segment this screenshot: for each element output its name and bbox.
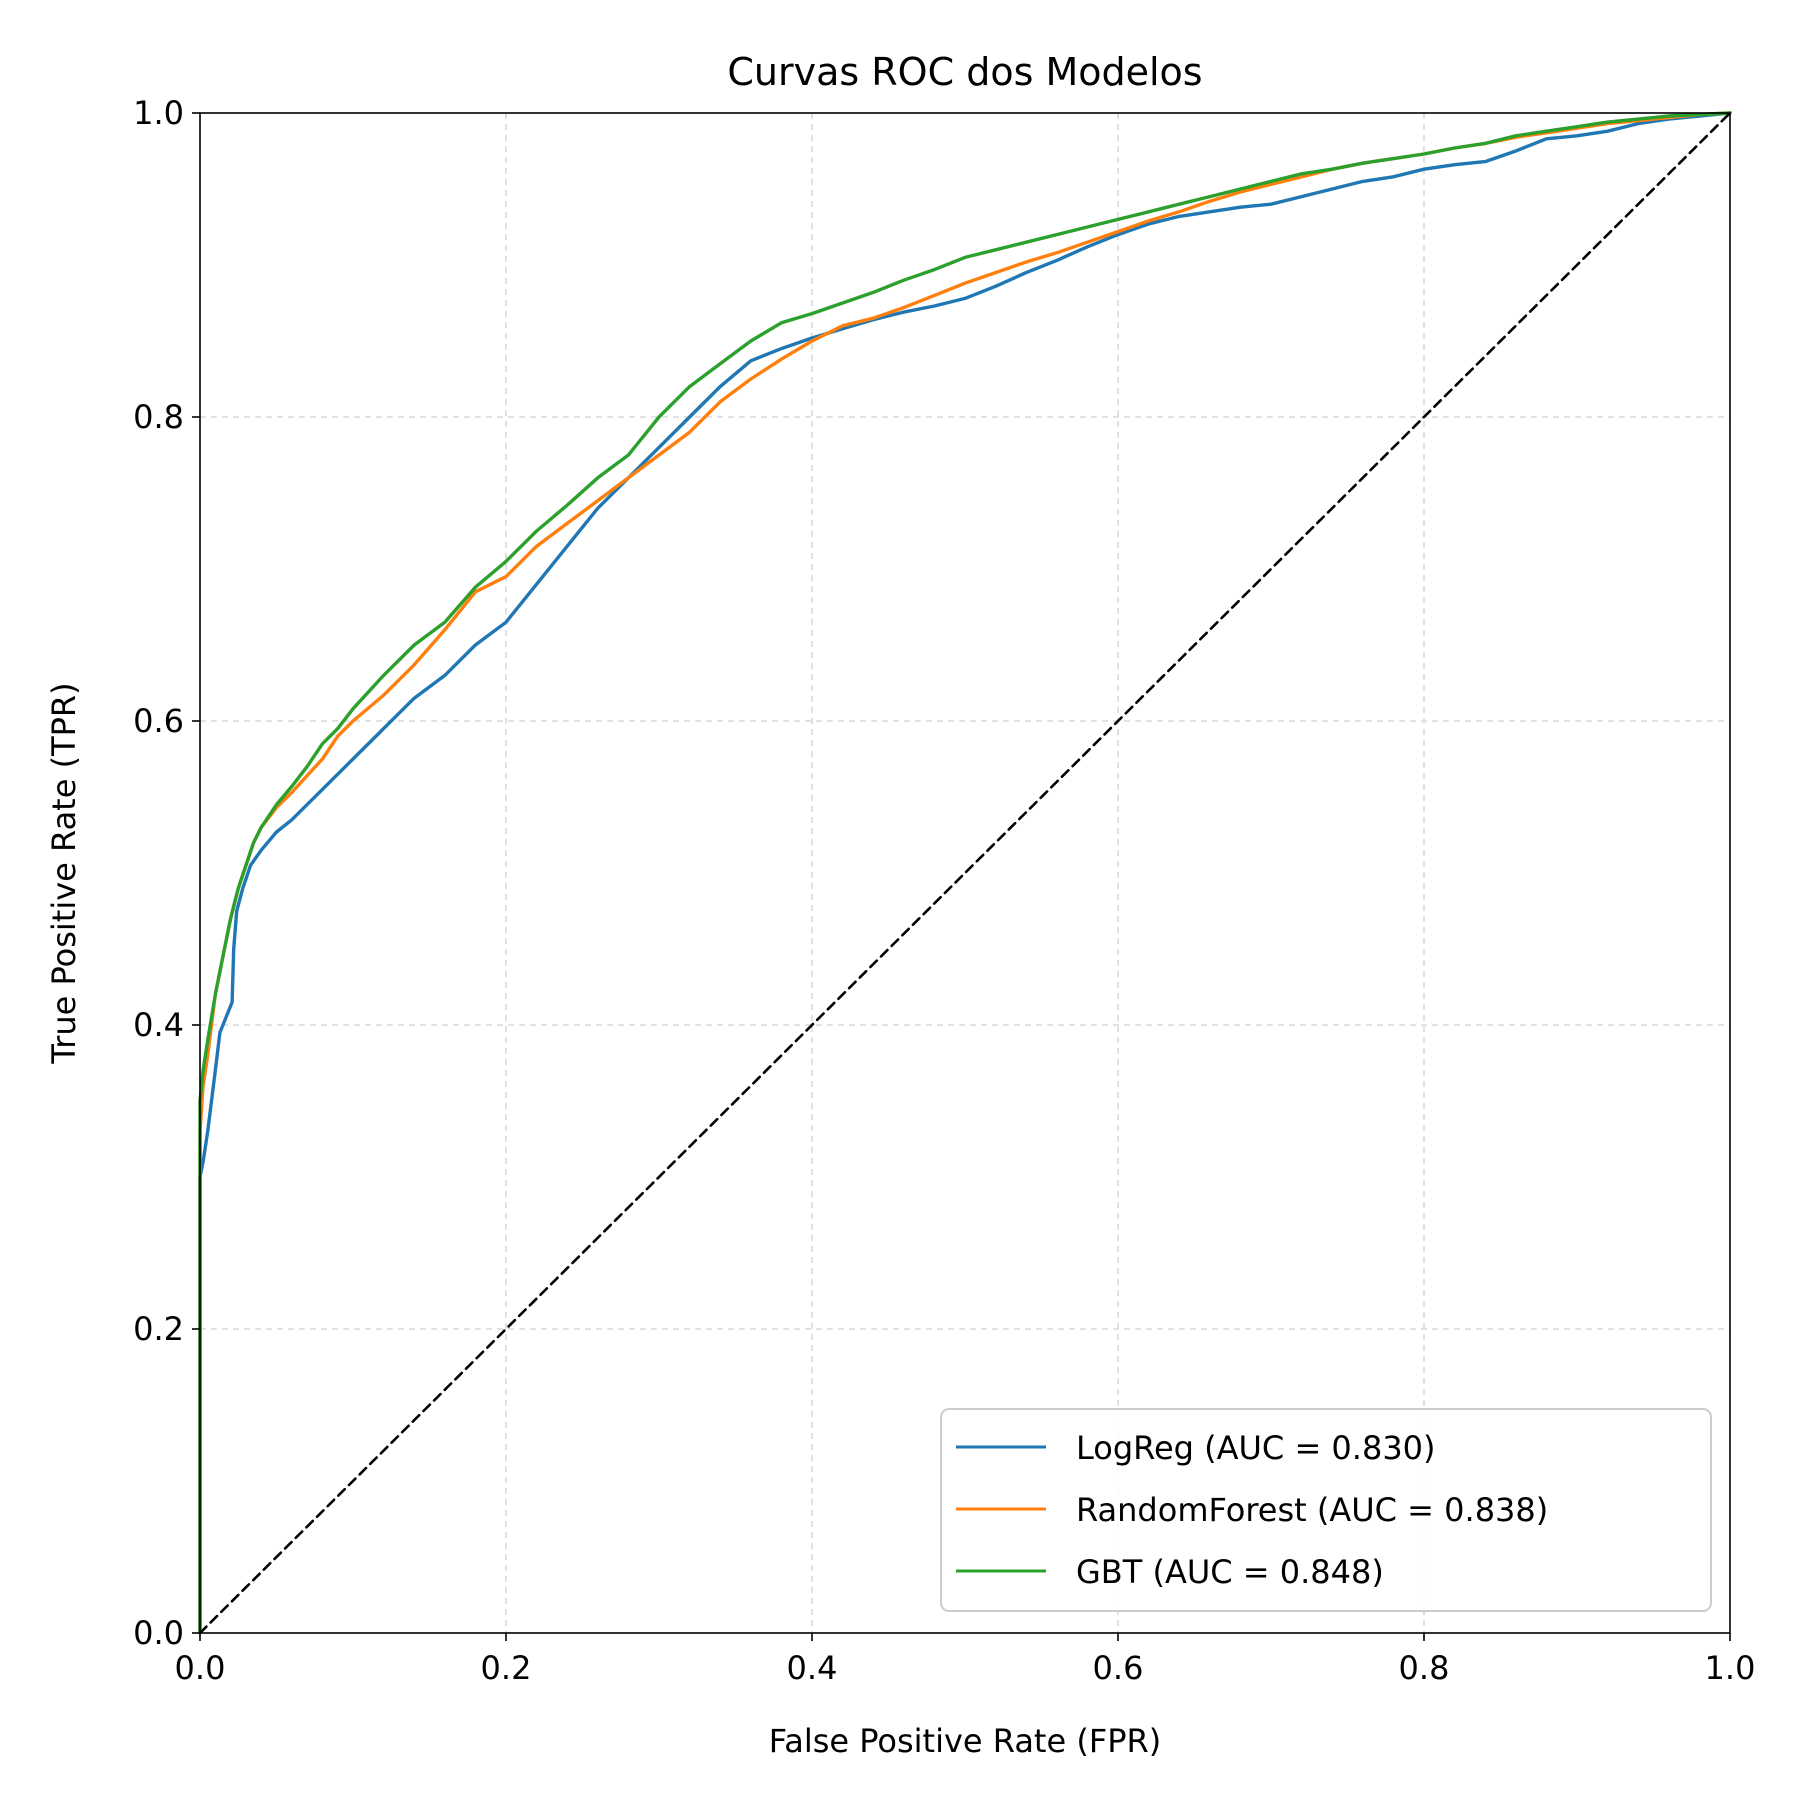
roc-line-logreg [198,111,1732,1635]
x-tick-label: 0.0 [175,1649,226,1687]
plot-frame [199,112,1731,1634]
y-tick-label: 0.4 [133,1006,184,1044]
x-tick-label: 0.8 [1399,1649,1450,1687]
y-tick-label: 1.0 [133,94,184,132]
y-tick-label: 0.0 [133,1614,184,1652]
x-tick-label: 1.0 [1705,1649,1756,1687]
x-axis-label: False Positive Rate (FPR) [769,1722,1161,1760]
y-tick-label: 0.8 [133,398,184,436]
y-axis-label: True Positive Rate (TPR) [45,682,83,1064]
y-tick-label: 0.6 [133,702,184,740]
x-tick-label: 0.2 [481,1649,532,1687]
chart-title: Curvas ROC dos Modelos [727,50,1202,94]
series-lines [198,111,1732,1635]
x-tick-label: 0.6 [1093,1649,1144,1687]
legend-label-logreg: LogReg (AUC = 0.830) [1076,1429,1436,1467]
legend-label-gbt: GBT (AUC = 0.848) [1076,1553,1384,1591]
legend-box [940,1408,1712,1612]
legend-label-randomforest: RandomForest (AUC = 0.838) [1076,1491,1548,1529]
legend: LogReg (AUC = 0.830) RandomForest (AUC =… [940,1408,1712,1612]
y-tick-label: 0.2 [133,1310,184,1348]
chance-diagonal-line [198,111,1732,1635]
x-tick-label: 0.4 [787,1649,838,1687]
axis-ticks: 0.0 0.2 0.4 0.6 0.8 1.0 0.0 0.2 0.4 0.6 0.8 1.0 [133,94,1755,1687]
grid-lines [200,113,1730,1633]
roc-line-gbt [198,111,1732,1635]
